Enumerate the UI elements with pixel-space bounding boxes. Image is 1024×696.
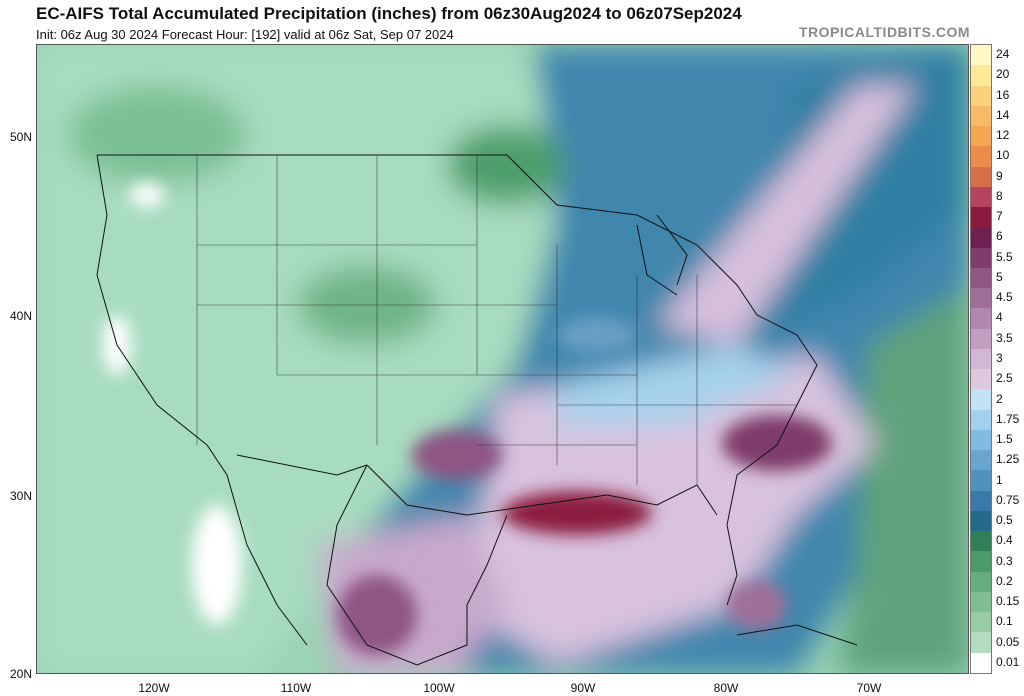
legend-swatch xyxy=(971,166,991,188)
legend-swatch xyxy=(971,510,991,532)
legend-swatch xyxy=(971,146,991,168)
legend-swatch xyxy=(971,470,991,492)
legend-level-label: 3.5 xyxy=(996,330,1013,345)
legend-swatch xyxy=(971,389,991,411)
legend-swatch xyxy=(971,65,991,86)
legend-level-label: 4 xyxy=(996,310,1003,325)
state-borders xyxy=(196,155,797,485)
lat-label-20n: 20N xyxy=(9,667,32,681)
legend-level-label: 0.4 xyxy=(996,533,1013,548)
brand-watermark: TROPICALTIDBITS.COM xyxy=(798,24,970,40)
legend-level-label: 1 xyxy=(996,472,1003,487)
legend-level-label: 0.2 xyxy=(996,573,1013,588)
legend-swatch xyxy=(971,85,991,107)
lon-label-90w: 90W xyxy=(570,681,596,695)
legend-level-label: 20 xyxy=(996,67,1010,82)
legend-swatch xyxy=(971,247,991,269)
legend-level-label: 0.75 xyxy=(996,492,1020,507)
color-legend xyxy=(970,44,992,674)
map-canvas xyxy=(37,45,968,673)
legend-swatch xyxy=(971,612,991,633)
legend-level-label: 4.5 xyxy=(996,290,1013,305)
legend-swatch xyxy=(971,591,991,613)
legend-level-label: 8 xyxy=(996,188,1003,203)
legend-level-label: 3 xyxy=(996,351,1003,365)
legend-level-label: 1.75 xyxy=(996,411,1020,426)
legend-swatch xyxy=(971,571,991,593)
precipitation-map xyxy=(36,44,969,674)
legend-swatch xyxy=(971,652,991,674)
legend-swatch xyxy=(971,409,991,431)
legend-level-label: 6 xyxy=(996,229,1003,244)
lat-label-50n: 50N xyxy=(9,130,32,144)
legend-level-label: 24 xyxy=(996,47,1010,62)
legend-level-label: 0.1 xyxy=(996,614,1013,629)
legend-level-label: 1.25 xyxy=(996,452,1020,467)
map-title: EC-AIFS Total Accumulated Precipitation … xyxy=(36,4,742,23)
legend-level-label: 0.5 xyxy=(996,513,1013,528)
coastlines xyxy=(96,154,858,666)
lat-label-30n: 30N xyxy=(9,489,32,503)
legend-swatch xyxy=(971,531,991,552)
legend-level-label: 2.5 xyxy=(996,371,1013,386)
legend-swatch xyxy=(971,450,991,471)
legend-swatch xyxy=(971,207,991,228)
legend-level-label: 0.3 xyxy=(996,553,1013,568)
legend-level-label: 0.01 xyxy=(996,654,1020,669)
legend-level-label: 2 xyxy=(996,391,1003,406)
legend-swatch xyxy=(971,288,991,309)
legend-level-label: 9 xyxy=(996,168,1003,183)
legend-level-label: 10 xyxy=(996,148,1010,163)
legend-swatch xyxy=(971,369,991,390)
lon-label-110w: 110W xyxy=(280,681,312,695)
legend-swatch xyxy=(971,348,991,370)
legend-level-label: 12 xyxy=(996,128,1010,143)
legend-swatch xyxy=(971,186,991,208)
legend-level-label: 7 xyxy=(996,209,1003,224)
legend-swatch xyxy=(971,126,991,147)
legend-swatch xyxy=(971,267,991,289)
legend-swatch xyxy=(971,632,991,654)
legend-swatch xyxy=(971,551,991,573)
map-subtitle: Init: 06z Aug 30 2024 Forecast Hour: [19… xyxy=(36,27,454,42)
legend-level-label: 0.15 xyxy=(996,594,1020,609)
lon-label-100w: 100W xyxy=(423,681,455,695)
legend-swatch xyxy=(971,308,991,330)
legend-level-label: 16 xyxy=(996,87,1010,102)
legend-level-label: 5.5 xyxy=(996,249,1013,264)
legend-swatch xyxy=(971,105,991,127)
legend-level-label: 14 xyxy=(996,107,1010,122)
legend-level-label: 0.05 xyxy=(996,634,1020,649)
lon-label-70w: 70W xyxy=(856,681,882,695)
legend-level-label: 5 xyxy=(996,269,1003,284)
legend-swatch xyxy=(971,328,991,350)
lon-label-120w: 120W xyxy=(138,681,170,695)
legend-level-label: 1.5 xyxy=(996,432,1013,447)
legend-swatch xyxy=(971,490,991,512)
lon-label-80w: 80W xyxy=(713,681,739,695)
legend-swatch xyxy=(971,227,991,249)
legend-swatch xyxy=(971,45,991,66)
lat-label-40n: 40N xyxy=(9,309,32,323)
legend-swatch xyxy=(971,429,991,451)
